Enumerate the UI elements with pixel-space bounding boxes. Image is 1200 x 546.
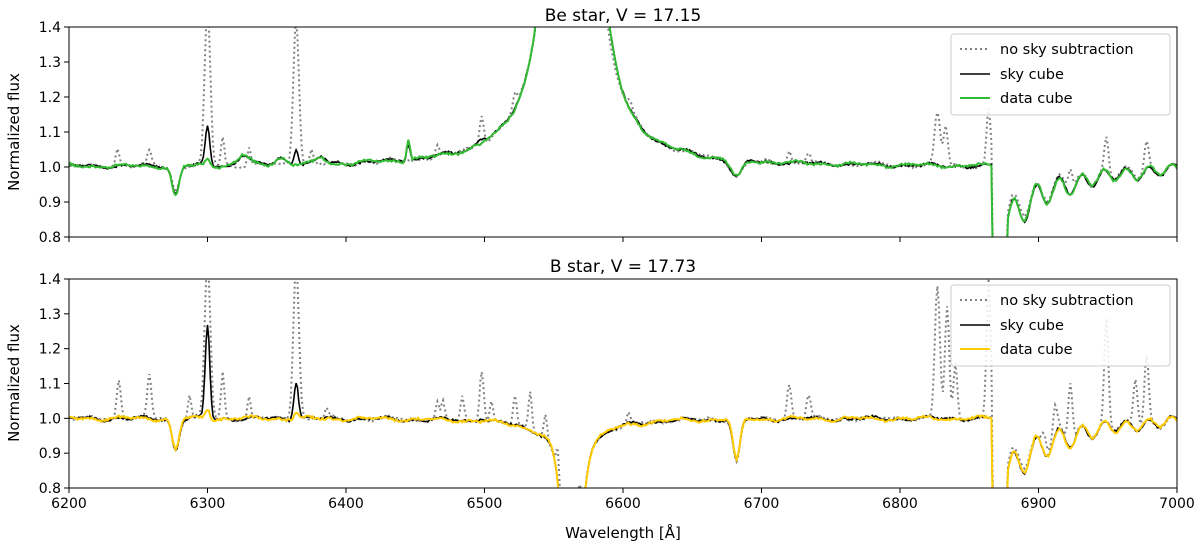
- b-star-series-group: [69, 279, 1177, 488]
- be-star-y-ticks: 0.8 0.9 1.0 1.1 1.2 1.3 1.4: [39, 20, 69, 246]
- b-star-legend-label-sky-cube: sky cube: [1000, 318, 1064, 334]
- y-tick-label: 1.1: [39, 377, 61, 393]
- y-tick-label: 1.3: [39, 307, 61, 323]
- panel-b-star: 0.8 0.9 1.0 1.1 1.2 1.3 1.4 6200 6300 6400 6500 66…: [5, 257, 1195, 542]
- b-star-legend: no sky subtraction sky cube data cube: [950, 284, 1171, 367]
- x-tick-label: 6800: [882, 496, 918, 512]
- y-tick-label: 0.8: [39, 481, 61, 497]
- x-tick-label: 6600: [605, 496, 641, 512]
- x-tick-label: 7000: [1159, 496, 1195, 512]
- x-tick-label: 6700: [744, 496, 780, 512]
- y-tick-label: 1.0: [39, 411, 61, 427]
- be-star-y-axis-label: Normalized flux: [5, 73, 23, 191]
- b-star-title: B star, V = 17.73: [550, 257, 696, 277]
- x-tick-label: 6900: [1021, 496, 1057, 512]
- be-star-legend: no sky subtraction sky cube data cube: [950, 33, 1171, 116]
- b-star-x-ticks: 6200 6300 6400 6500 6600 6700 6800 6900 7000: [51, 488, 1195, 512]
- y-tick-label: 1.1: [39, 125, 61, 141]
- y-tick-label: 0.9: [39, 446, 61, 462]
- y-tick-label: 0.9: [39, 195, 61, 211]
- y-tick-label: 1.4: [39, 20, 61, 36]
- panel-be-star: 0.8 0.9 1.0 1.1 1.2 1.3 1.4 Be star, V = 17.15…: [5, 6, 1178, 246]
- x-tick-label: 6400: [328, 496, 364, 512]
- be-star-title: Be star, V = 17.15: [545, 6, 702, 26]
- x-tick-label: 6500: [467, 496, 503, 512]
- x-tick-label: 6200: [51, 496, 87, 512]
- series-line-data-cube: [69, 27, 1177, 237]
- y-tick-label: 1.2: [39, 342, 61, 358]
- be-star-legend-label-data-cube: data cube: [1000, 91, 1073, 107]
- x-axis-label: Wavelength [Å]: [565, 523, 681, 542]
- series-line-data-cube: [69, 408, 1177, 488]
- be-star-legend-box: [950, 33, 1171, 116]
- y-tick-label: 0.8: [39, 230, 61, 246]
- b-star-legend-box: [950, 284, 1171, 367]
- b-star-legend-label-no-sky: no sky subtraction: [1000, 293, 1134, 309]
- y-tick-label: 1.4: [39, 272, 61, 288]
- be-star-legend-label-sky-cube: sky cube: [1000, 67, 1064, 83]
- be-star-legend-label-no-sky: no sky subtraction: [1000, 42, 1134, 58]
- be-star-series-group: [69, 27, 1177, 237]
- b-star-y-axis-label: Normalized flux: [5, 324, 23, 442]
- y-tick-label: 1.2: [39, 90, 61, 106]
- y-tick-label: 1.0: [39, 160, 61, 176]
- x-tick-label: 6300: [190, 496, 226, 512]
- y-tick-label: 1.3: [39, 55, 61, 71]
- be-star-x-ticks: [68, 237, 1178, 242]
- b-star-legend-label-data-cube: data cube: [1000, 342, 1073, 358]
- b-star-y-ticks: 0.8 0.9 1.0 1.1 1.2 1.3 1.4: [39, 272, 69, 497]
